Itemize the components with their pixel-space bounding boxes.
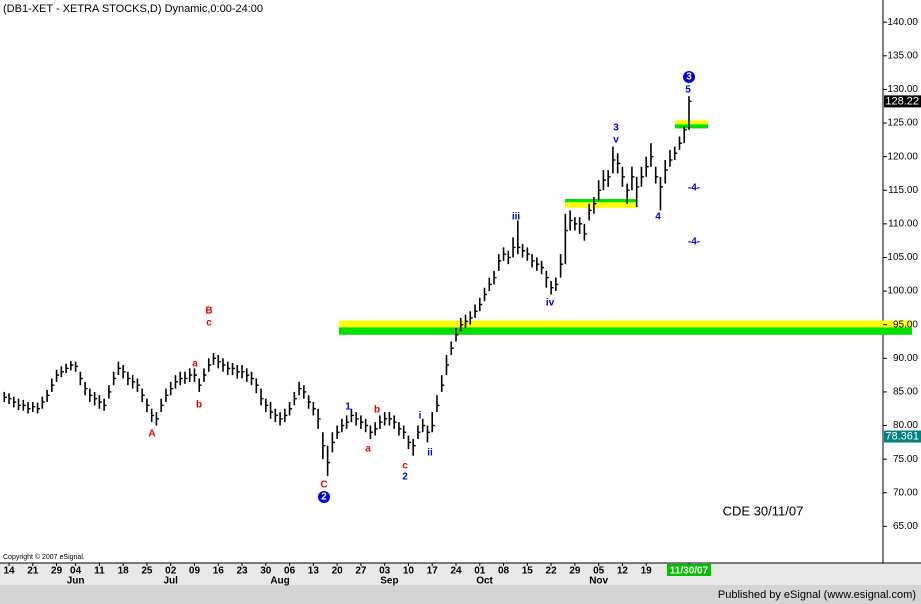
month-label: Nov [589,576,608,587]
wave-label: 5 [685,85,691,96]
y-tick-label: 65.00 [893,521,918,532]
x-tick-label: 04 [70,566,82,577]
wave-label: 2 [402,472,408,483]
support-zone [565,198,637,203]
month-label: Oct [476,576,493,587]
month-label: Jun [67,576,85,587]
x-tick-label: 19 [641,566,653,577]
wave-label: C [320,480,327,491]
support-zone [675,120,708,125]
support-zone [565,202,637,208]
x-tick-label: 10 [403,566,415,577]
wave-label: b [196,400,202,411]
y-tick-label: 125.00 [887,118,918,129]
y-tick-label: 80.00 [893,420,918,431]
y-tick-label: 115.00 [888,185,918,196]
x-tick-label: 20 [332,566,344,577]
x-tick-label: 23 [236,566,248,577]
wave-label: i [419,411,422,422]
y-tick-label: 100.00 [887,286,918,297]
x-tick-label: 24 [450,566,462,577]
support-zone [339,320,912,328]
wave-label: 3 [613,123,619,134]
x-tick-label: 13 [308,566,320,577]
x-tick-label: 06 [284,566,296,577]
x-tick-label: 11/30/07 [670,566,709,577]
wave-label: 3 [686,72,692,83]
wave-label: c [206,318,212,329]
x-tick-label: 27 [355,566,367,577]
y-tick-label: 105.00 [887,252,918,263]
y-tick-label: 95.00 [893,319,918,330]
y-tick-label: 110.00 [888,218,918,229]
price-tag-box [884,430,921,443]
wave-label: A [148,429,155,440]
wave-label: 2 [321,492,327,503]
month-label: Aug [270,576,289,587]
x-tick-label: 03 [379,566,391,577]
price-tag: 78.361 [885,430,919,442]
price-tag-box [884,95,921,108]
month-label: Jul [163,576,178,587]
x-tick-label: 30 [260,566,272,577]
x-tick-label: 09 [189,566,201,577]
y-tick-label: 70.00 [893,487,918,498]
x-tick-label: 11 [94,566,105,577]
wave-label: -4- [688,237,700,248]
wave-label: -4- [688,183,700,194]
y-tick-label: 90.00 [893,353,918,364]
wave-label: iv [546,298,555,309]
x-tick-label: 15 [522,566,534,577]
current-date-box [666,564,711,576]
x-tick-label: 14 [3,566,15,577]
y-tick-label: 85.00 [893,387,918,398]
x-tick-label: 18 [118,566,130,577]
support-zone [675,124,708,129]
wave-circle [683,71,695,83]
wave-label: a [365,444,371,455]
x-tick-label: 12 [617,566,629,577]
footer-text: Published by eSignal (www.esignal.com) [718,589,916,601]
wave-label: b [374,405,380,416]
month-label: Sep [380,576,398,587]
chart-title: (DB1-XET - XETRA STOCKS,D) Dynamic,0:00-… [3,3,263,15]
x-tick-label: 29 [569,566,581,577]
support-zone [339,327,912,335]
wave-label: 4 [655,212,661,223]
wave-circle [318,491,330,503]
y-tick-label: 140.00 [887,17,918,28]
wave-label: B [205,306,212,317]
wave-label: c [402,461,408,472]
wave-label: 1 [345,402,351,413]
x-tick-label: 08 [498,566,510,577]
x-tick-label: 05 [593,566,605,577]
x-tick-label: 17 [427,566,439,577]
wave-label: iii [512,212,521,223]
x-tick-label: 22 [546,566,558,577]
x-tick-label: 29 [51,566,63,577]
wave-label: a [192,359,198,370]
y-tick-label: 130.00 [887,84,918,95]
x-tick-label: 21 [27,566,39,577]
copyright: Copyright © 2007 eSignal. [3,553,85,561]
wave-label: CDE 30/11/07 [723,503,804,518]
wave-label: ii [427,448,433,459]
y-tick-label: 135.00 [887,50,918,61]
x-tick-label: 16 [213,566,225,577]
x-tick-label: 01 [474,566,486,577]
footer-panel [0,585,921,604]
x-tick-label: 02 [165,566,177,577]
wave-label: v [613,135,619,146]
x-tick-label: 25 [141,566,153,577]
price-tag: 128.22 [885,95,919,107]
y-tick-label: 120.00 [887,151,918,162]
y-tick-label: 75.00 [893,454,918,465]
